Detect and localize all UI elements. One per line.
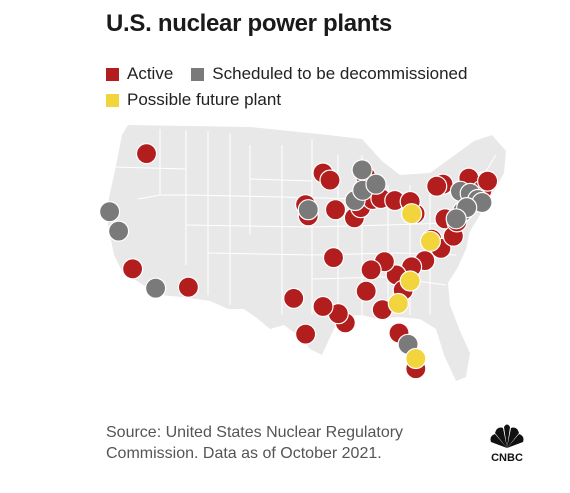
plant-markers xyxy=(100,142,499,380)
plant-marker-future-3 xyxy=(387,292,409,315)
legend-label-decommission: Scheduled to be decommissioned xyxy=(212,64,468,83)
plant-marker-active-33 xyxy=(322,247,345,269)
plant-marker-active-7 xyxy=(324,199,347,221)
plant-marker-future-0 xyxy=(401,203,423,225)
source-note: Source: United States Nuclear Regulatory… xyxy=(106,422,446,464)
legend-row-1: Active Scheduled to be decommissioned xyxy=(106,64,485,84)
cnbc-logo: CNBC xyxy=(483,422,531,464)
plant-marker-decommission-1 xyxy=(108,220,130,242)
us-map xyxy=(100,125,506,381)
cnbc-peacock-icon: CNBC xyxy=(490,424,524,464)
source-line-1: Source: United States Nuclear Regulatory xyxy=(106,424,404,441)
legend-item-active: Active xyxy=(106,64,173,84)
legend-swatch-active xyxy=(106,67,119,81)
us-land xyxy=(106,125,506,381)
plant-marker-active-1 xyxy=(121,258,144,280)
plant-marker-future-2 xyxy=(399,270,421,292)
plant-marker-future-4 xyxy=(405,347,427,370)
plant-marker-decommission-7 xyxy=(365,173,387,195)
plant-marker-active-42 xyxy=(477,170,499,192)
source-line-2: Commission. Data as of October 2021. xyxy=(106,445,382,462)
plant-marker-active-0 xyxy=(135,142,158,165)
map-title: U.S. nuclear power plants xyxy=(106,10,392,37)
legend-row-2: Possible future plant xyxy=(106,90,299,110)
legend-label-future: Possible future plant xyxy=(127,90,282,109)
plant-marker-active-35 xyxy=(360,259,382,281)
plant-marker-active-30 xyxy=(312,295,334,318)
plant-marker-decommission-3 xyxy=(297,199,319,221)
plant-marker-decommission-0 xyxy=(100,201,121,223)
plant-marker-decommission-14 xyxy=(445,208,467,230)
legend-swatch-future xyxy=(106,93,119,107)
legend-label-active: Active xyxy=(127,64,174,83)
plant-marker-active-31 xyxy=(295,323,317,345)
legend-item-decommission: Scheduled to be decommissioned xyxy=(191,64,467,84)
plant-marker-active-17 xyxy=(426,175,448,197)
plant-marker-decommission-2 xyxy=(144,277,167,299)
plant-marker-active-27 xyxy=(355,280,377,302)
plant-marker-future-1 xyxy=(419,230,441,252)
legend-item-future: Possible future plant xyxy=(106,90,281,110)
plant-marker-active-2 xyxy=(177,276,200,298)
plant-marker-active-6 xyxy=(319,169,341,191)
plant-marker-active-32 xyxy=(283,287,305,309)
legend-swatch-decommission xyxy=(191,67,205,81)
logo-text: CNBC xyxy=(491,452,523,464)
